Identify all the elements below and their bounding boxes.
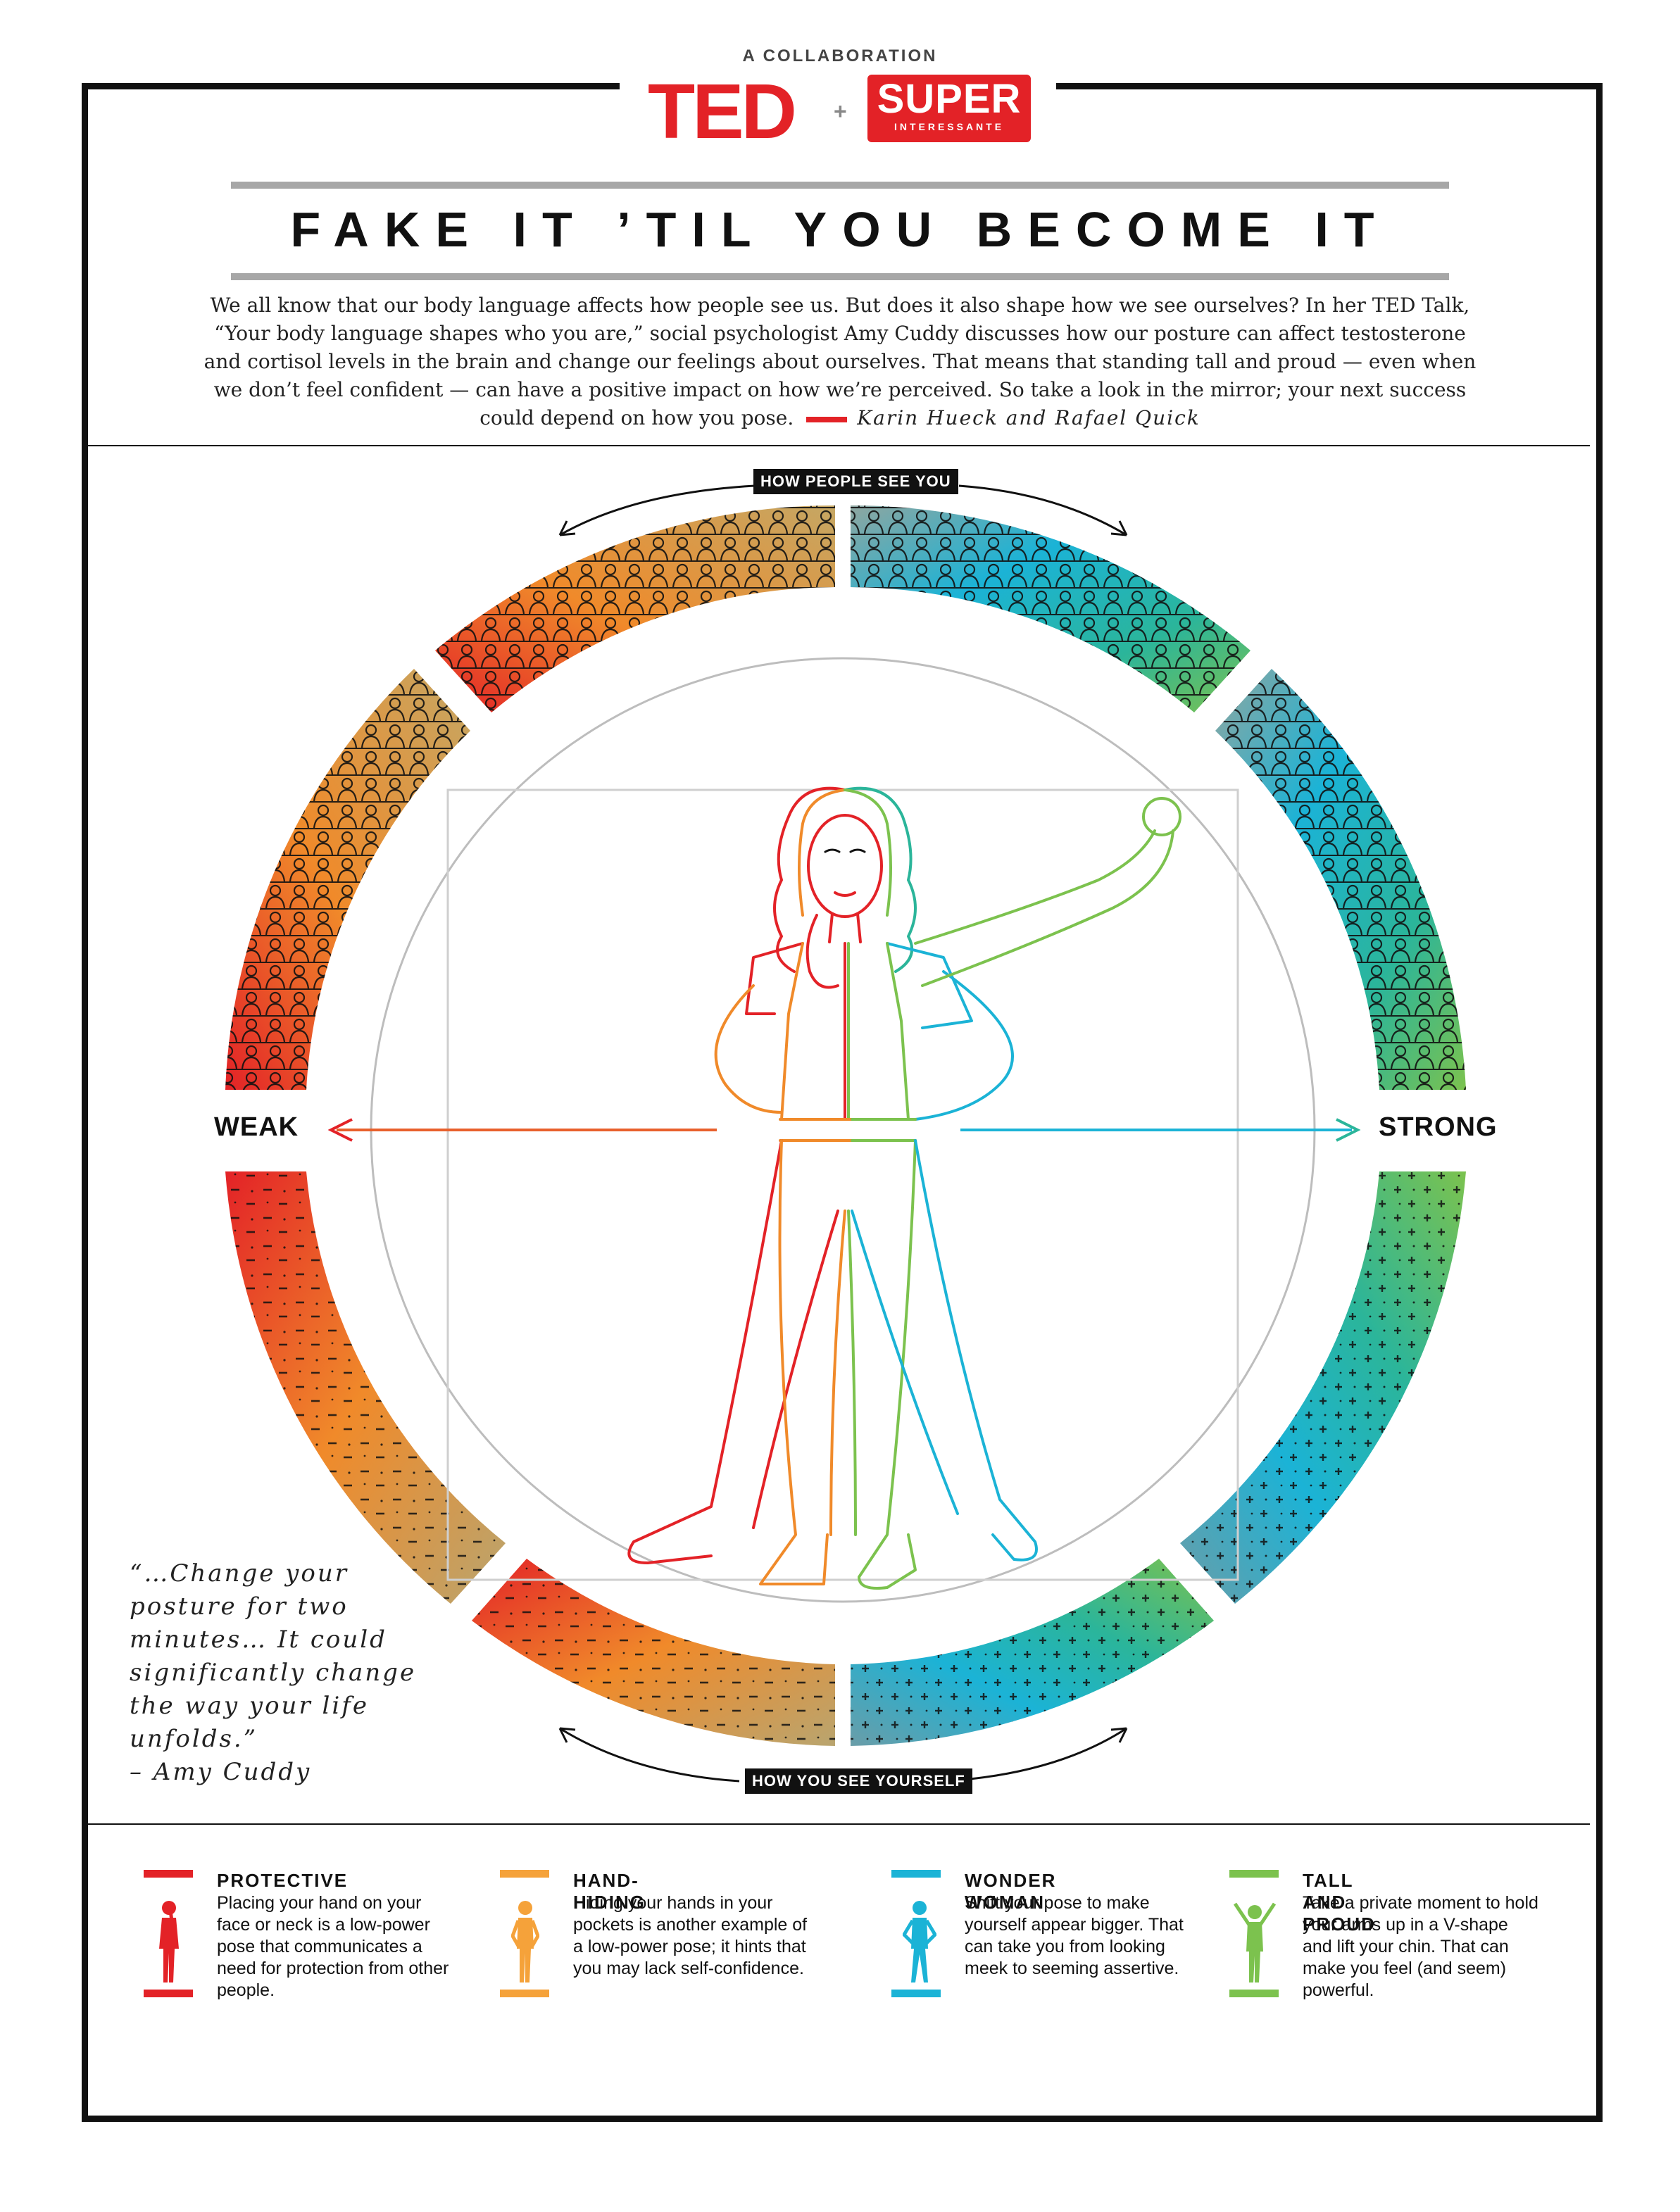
legend-bar-top bbox=[500, 1870, 549, 1878]
strong-label: STRONG bbox=[1379, 1112, 1498, 1142]
logo-plus-sign: + bbox=[834, 99, 847, 124]
title-rule-bottom bbox=[231, 273, 1449, 280]
strong-arrow bbox=[960, 1118, 1361, 1142]
legend-bar-top bbox=[1229, 1870, 1279, 1878]
weak-arrow bbox=[327, 1118, 717, 1142]
legend-bar-top bbox=[144, 1870, 193, 1878]
legend-description: Hiding your hands in your pockets is ano… bbox=[573, 1893, 808, 1978]
section-divider-top bbox=[88, 445, 1590, 446]
legend-bar-bottom bbox=[891, 1990, 941, 1997]
ring-segments bbox=[225, 505, 1466, 1746]
super-logo-text: SUPER bbox=[877, 76, 1022, 122]
hand-hiding-pose-icon bbox=[511, 1901, 539, 1982]
legend-bar-top bbox=[891, 1870, 941, 1878]
legend-title: PROTECTIVE bbox=[217, 1870, 349, 1891]
tall-and-proud-pose-icon bbox=[1233, 1902, 1277, 1982]
top-arc-right-arrow bbox=[958, 484, 1127, 536]
legend-bar-bottom bbox=[144, 1990, 193, 1997]
woman-figure-illustration bbox=[627, 786, 1181, 1590]
intro-paragraph: We all know that our body language affec… bbox=[199, 291, 1481, 432]
intro-text: We all know that our body language affec… bbox=[203, 294, 1477, 429]
bottom-arc-left-arrow bbox=[559, 1727, 740, 1783]
intro-authors: Karin Hueck and Rafael Quick bbox=[857, 406, 1201, 429]
weak-label: WEAK bbox=[214, 1112, 299, 1142]
legend-title: WONDER WOMAN bbox=[965, 1870, 1057, 1913]
page-title: FAKE IT ’TIL YOU BECOME IT bbox=[290, 202, 1390, 257]
legend-bar-bottom bbox=[1229, 1990, 1279, 1997]
legend-title: TALL AND PROUD bbox=[1303, 1870, 1376, 1935]
how-people-see-you-label: HOW PEOPLE SEE YOU bbox=[753, 469, 958, 494]
amy-cuddy-quote: “…Change your posture for two minutes… I… bbox=[130, 1557, 425, 1789]
legend-description: Placing your hand on your face or neck i… bbox=[217, 1893, 449, 2000]
author-dash bbox=[806, 416, 848, 422]
super-interessante-logo: SUPER INTERESSANTE bbox=[867, 75, 1031, 142]
bottom-arc-right-arrow bbox=[944, 1727, 1127, 1783]
super-logo-subtext: INTERESSANTE bbox=[894, 121, 1005, 132]
legend-description: Take a private moment to hold your arms … bbox=[1303, 1893, 1538, 2000]
top-arc-left-arrow bbox=[559, 484, 756, 536]
quote-text: “…Change your posture for two minutes… I… bbox=[130, 1559, 417, 1753]
legend-bar-bottom bbox=[500, 1990, 549, 1997]
how-you-see-yourself-label: HOW YOU SEE YOURSELF bbox=[745, 1768, 972, 1794]
protective-pose-icon bbox=[159, 1901, 179, 1982]
title-rule-top bbox=[231, 182, 1449, 189]
wonder-woman-pose-icon bbox=[903, 1901, 936, 1982]
inner-square bbox=[446, 788, 1239, 1581]
legend-title: HAND-HIDING bbox=[573, 1870, 646, 1913]
ted-logo: TED bbox=[648, 68, 797, 155]
section-divider-bottom bbox=[88, 1823, 1590, 1825]
collaboration-label: A COLLABORATION bbox=[742, 46, 938, 65]
legend-description: Shift your pose to make yourself appear … bbox=[965, 1893, 1184, 1978]
quote-attribution: – Amy Cuddy bbox=[130, 1758, 312, 1786]
